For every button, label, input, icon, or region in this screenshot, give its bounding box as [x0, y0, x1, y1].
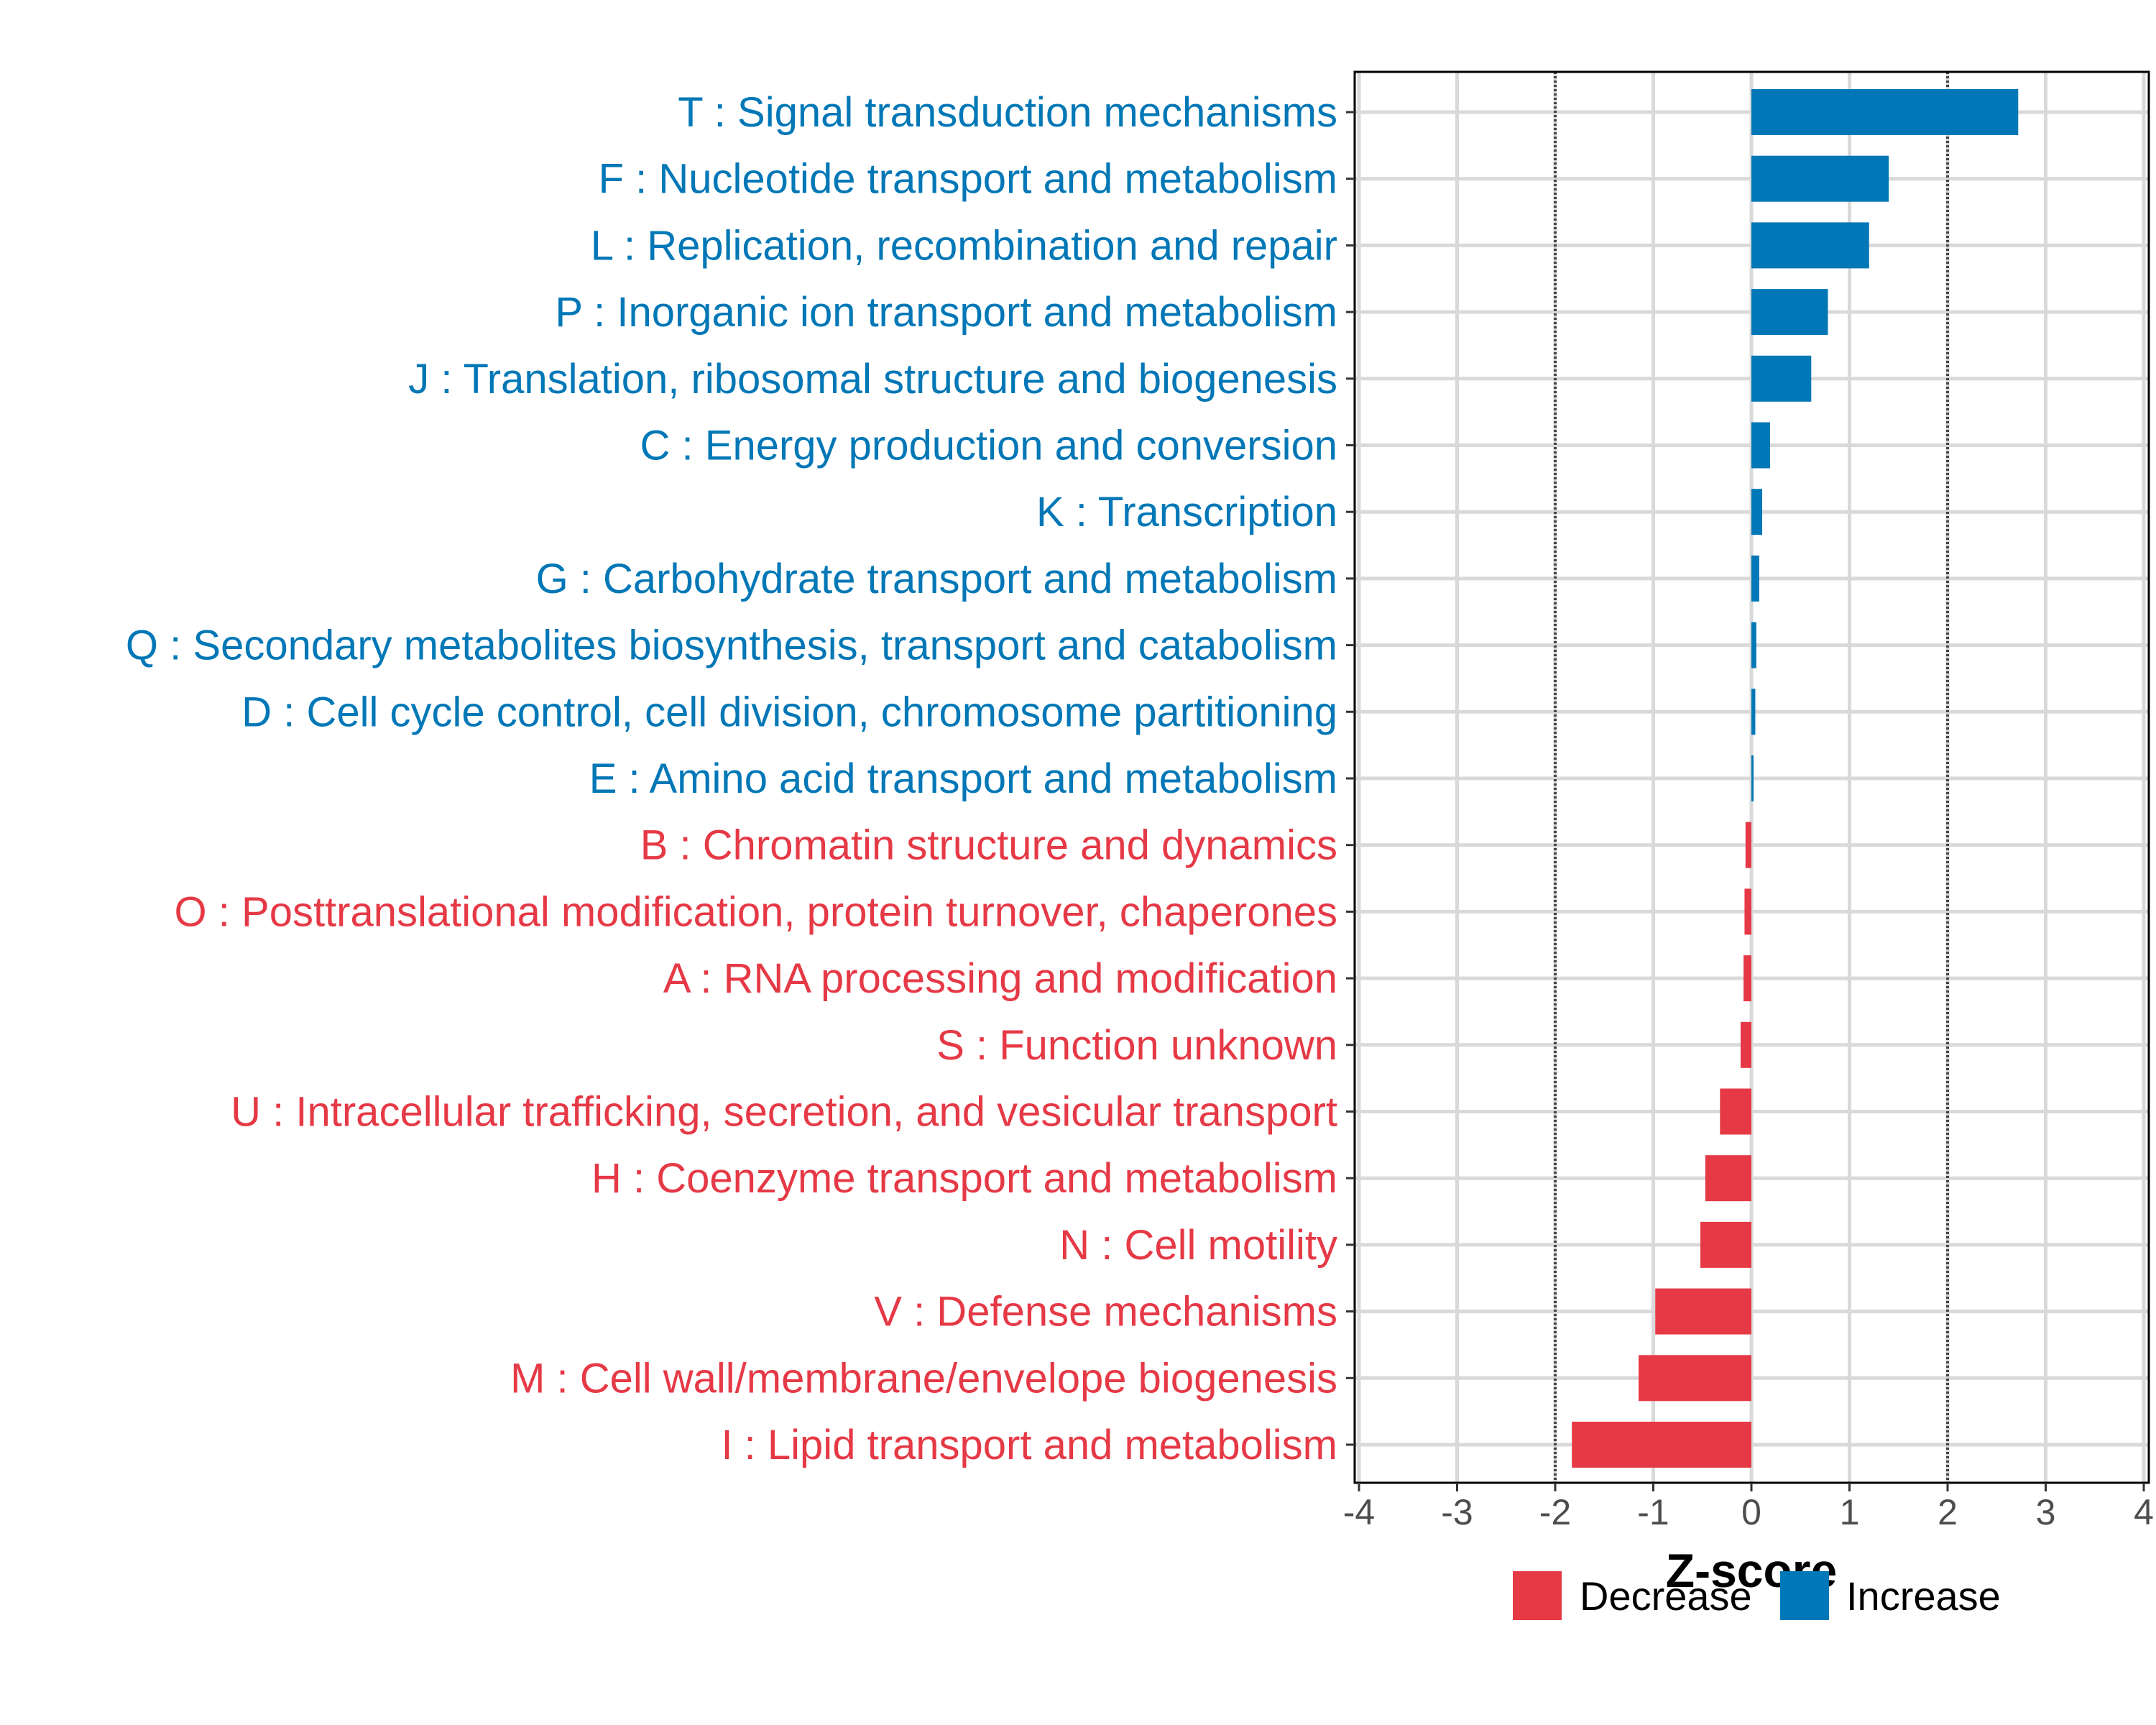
category-label: U : Intracellular trafficking, secretion… — [231, 1089, 1337, 1136]
bar-u — [1720, 1088, 1751, 1135]
category-label: G : Carbohydrate transport and metabolis… — [536, 556, 1337, 602]
bar-o — [1744, 888, 1751, 935]
bar-e — [1751, 755, 1754, 801]
legend-label-decrease: Decrease — [1580, 1573, 1752, 1619]
bar-j — [1751, 355, 1812, 402]
x-tick-label: -3 — [1441, 1492, 1473, 1532]
category-label: B : Chromatin structure and dynamics — [640, 822, 1337, 869]
bar-h — [1705, 1155, 1751, 1202]
bars — [1572, 89, 2019, 1468]
x-tick-label: 4 — [2134, 1492, 2154, 1532]
x-axis-ticks: -4 -3 -2 -1 0 1 2 3 4 — [1343, 1483, 2154, 1532]
legend-swatch-increase — [1780, 1571, 1829, 1620]
x-tick-label: -1 — [1637, 1492, 1669, 1532]
legend-label-increase: Increase — [1846, 1573, 2001, 1619]
x-tick-label: -4 — [1343, 1492, 1375, 1532]
category-label: I : Lipid transport and metabolism — [721, 1422, 1337, 1468]
category-label: M : Cell wall/membrane/envelope biogenes… — [510, 1355, 1337, 1402]
category-label: T : Signal transduction mechanisms — [678, 89, 1337, 136]
bar-s — [1740, 1021, 1751, 1068]
category-label: N : Cell motility — [1059, 1222, 1337, 1269]
bar-d — [1751, 689, 1756, 735]
bar-v — [1655, 1288, 1751, 1335]
bar-c — [1751, 422, 1770, 469]
bar-p — [1751, 289, 1828, 336]
category-label: L : Replication, recombination and repai… — [591, 222, 1337, 269]
x-tick-label: 2 — [1938, 1492, 1958, 1532]
bar-l — [1751, 222, 1869, 269]
category-label: V : Defense mechanisms — [874, 1289, 1337, 1335]
bar-i — [1572, 1422, 1751, 1468]
category-label: S : Function unknown — [936, 1022, 1337, 1069]
category-label: P : Inorganic ion transport and metaboli… — [555, 289, 1337, 336]
category-label: Q : Secondary metabolites biosynthesis, … — [126, 622, 1337, 669]
x-tick-label: 1 — [1840, 1492, 1860, 1532]
bar-f — [1751, 155, 1889, 202]
x-tick-label: -2 — [1539, 1492, 1571, 1532]
bar-q — [1751, 622, 1756, 668]
category-label: C : Energy production and conversion — [640, 423, 1337, 469]
bar-k — [1751, 489, 1763, 535]
bar-n — [1700, 1221, 1751, 1268]
category-label: K : Transcription — [1036, 489, 1337, 535]
x-tick-label: 3 — [2036, 1492, 2056, 1532]
category-label: O : Posttranslational modification, prot… — [175, 888, 1337, 935]
category-label: A : RNA processing and modification — [663, 955, 1337, 1002]
x-tick-label: 0 — [1741, 1492, 1761, 1532]
bar-m — [1639, 1355, 1751, 1402]
category-label: D : Cell cycle control, cell division, c… — [241, 689, 1337, 735]
category-label: J : Translation, ribosomal structure and… — [408, 356, 1337, 402]
category-label: E : Amino acid transport and metabolism — [589, 755, 1337, 802]
bar-g — [1751, 555, 1759, 602]
bar-b — [1745, 822, 1751, 868]
category-label: H : Coenzyme transport and metabolism — [591, 1155, 1337, 1202]
category-labels: T : Signal transduction mechanisms F : Nu… — [126, 89, 1355, 1468]
category-label: F : Nucleotide transport and metabolism — [599, 156, 1337, 203]
bar-t — [1751, 89, 2019, 135]
bar-a — [1743, 955, 1751, 1002]
legend: Decrease Increase — [1513, 1571, 2001, 1620]
legend-swatch-decrease — [1513, 1571, 1562, 1620]
